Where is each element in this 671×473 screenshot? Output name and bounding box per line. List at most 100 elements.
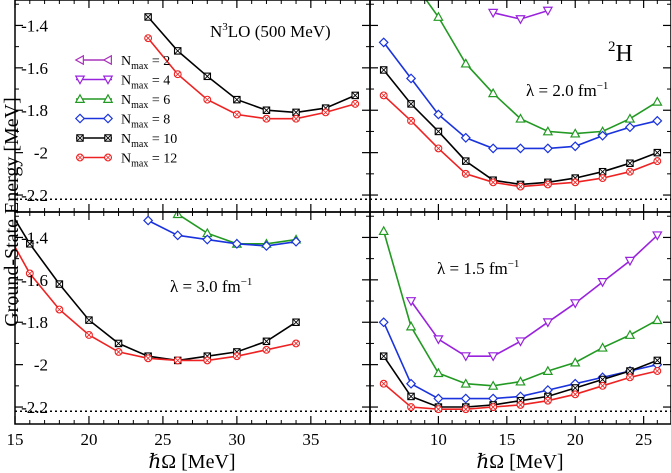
- point-nmax-6-bottom-right-2: [433, 367, 444, 378]
- point-nmax-10-top-left-2: [203, 72, 212, 81]
- point-nmax-8-bottom-left-5: [290, 236, 302, 247]
- point-nmax-12-bottom-right-10-cross: [654, 368, 660, 374]
- point-nmax-8-bottom-right-3: [460, 393, 471, 404]
- legend-label-nmax-12: Nmax = 12: [121, 152, 177, 170]
- xtick-label-bottom-left: 25: [154, 430, 171, 449]
- legend-label-n-nmax-4: N: [121, 74, 131, 89]
- panels-layer: -1.4 -1.6 -1.8 -2 -2.2 -1.4 -1.6 -1.8 -2 -2.2 15 20…: [7, 0, 671, 449]
- point-nmax-12-bottom-left-6: [173, 356, 182, 365]
- point-nmax-6-top-right-3: [487, 87, 499, 98]
- point-nmax-12-top-right-10-cross: [654, 158, 660, 164]
- point-nmax-10-top-right-10-cross: [653, 149, 661, 157]
- point-nmax-10-top-left-4-cross: [262, 106, 270, 114]
- legend-marker-right-nmax-10-cross: [104, 134, 112, 142]
- point-nmax-12-top-left-2-cross: [204, 96, 210, 103]
- point-nmax-12-top-right-4-cross: [490, 179, 496, 185]
- y-axis-title: Ground-State Energy [MeV]: [1, 97, 23, 327]
- series-line-nmax-10-top-left: [147, 16, 356, 114]
- point-nmax-10-bottom-right-0: [379, 352, 388, 360]
- point-nmax-10-top-left-0: [144, 13, 152, 21]
- point-nmax-12-bottom-right-1: [407, 403, 415, 411]
- point-nmax-12-top-right-8-cross: [599, 175, 606, 181]
- point-nmax-4-bottom-right-8: [624, 256, 636, 267]
- point-nmax-8-top-right-8: [597, 130, 608, 141]
- point-nmax-6-bottom-right-8: [597, 342, 608, 352]
- point-nmax-12-top-left-6-cross: [322, 109, 329, 116]
- point-nmax-10-bottom-left-4: [114, 339, 123, 348]
- point-nmax-12-bottom-left-8-cross: [234, 353, 240, 359]
- xtick-label-bottom-left: 35: [302, 430, 319, 449]
- legend-label-sub-nmax-10: max: [131, 139, 148, 150]
- legend-marker-left-nmax-2: [74, 54, 84, 66]
- point-nmax-6-top-right-6: [570, 128, 581, 138]
- point-nmax-6-top-right-8: [624, 113, 636, 123]
- legend-label-n-nmax-10: N: [121, 132, 131, 147]
- point-nmax-12-top-right-10: [653, 157, 662, 166]
- series-group-bottom-left: [15, 212, 302, 365]
- legend-item-nmax-12: Nmax = 12: [76, 152, 177, 170]
- point-nmax-12-top-right-7-cross: [572, 179, 578, 185]
- point-nmax-12-bottom-left-7: [203, 356, 212, 365]
- point-nmax-10-bottom-right-9-cross: [626, 367, 634, 375]
- point-nmax-10-bottom-right-8: [598, 375, 607, 384]
- point-nmax-10-bottom-left-1-cross: [26, 240, 34, 248]
- legend-label-value-nmax-4: = 4: [148, 74, 170, 89]
- point-nmax-12-bottom-left-3-cross: [86, 332, 92, 338]
- panel-top-right: [369, 0, 671, 213]
- point-nmax-10-top-right-3-cross: [462, 157, 470, 165]
- point-nmax-4-top-right-2: [542, 6, 554, 17]
- point-nmax-8-bottom-right-2: [433, 393, 444, 404]
- point-nmax-8-bottom-right-0: [378, 317, 389, 328]
- ytick-label-bottom-left: -1.8: [21, 313, 48, 332]
- series-line-nmax-4-bottom-right: [410, 234, 658, 358]
- point-nmax-10-bottom-left-2: [55, 280, 64, 288]
- legend-label-value-nmax-2: = 2: [148, 54, 170, 69]
- point-nmax-6-bottom-right-5: [515, 376, 526, 386]
- point-nmax-10-bottom-left-3-cross: [85, 316, 93, 324]
- point-nmax-12-top-right-0: [379, 91, 388, 100]
- xtick-label-bottom-left: 30: [228, 430, 245, 449]
- point-nmax-12-top-right-0-cross: [381, 92, 387, 99]
- legend-marker-left-nmax-10-cross: [76, 134, 84, 142]
- legend-label-nmax-4: Nmax = 4: [121, 74, 170, 92]
- point-nmax-10-bottom-left-9: [262, 337, 271, 346]
- legend-item-nmax-4: Nmax = 4: [74, 74, 170, 92]
- point-nmax-10-top-left-4: [262, 106, 271, 114]
- point-nmax-8-top-right-1: [405, 73, 417, 84]
- point-nmax-12-bottom-right-7-cross: [572, 391, 578, 397]
- point-nmax-8-top-right-4: [488, 143, 499, 154]
- point-nmax-12-top-right-2-cross: [435, 145, 442, 152]
- point-nmax-12-top-right-5: [516, 182, 525, 191]
- point-nmax-12-top-right-9-cross: [627, 169, 633, 175]
- point-nmax-12-top-left-3: [232, 110, 241, 119]
- legend-label-value-nmax-8: = 8: [148, 113, 170, 128]
- series-line-nmax-8-bottom-right: [382, 321, 658, 400]
- point-nmax-12-top-right-6: [543, 180, 552, 189]
- legend-marker-right-nmax-2: [102, 54, 112, 66]
- point-nmax-10-top-left-1-cross: [174, 47, 182, 55]
- point-nmax-12-top-right-3-cross: [463, 171, 469, 177]
- point-nmax-8-bottom-left-1: [172, 230, 183, 241]
- ytick-label-top-left: -1.4: [21, 16, 48, 35]
- xtick-label-bottom-right: 10: [430, 430, 447, 449]
- point-nmax-12-top-right-1: [407, 116, 415, 125]
- series-group-top-left: [144, 13, 360, 123]
- point-nmax-12-bottom-right-6-cross: [545, 398, 551, 404]
- legend-label-value-nmax-6: = 6: [148, 93, 170, 108]
- ytick-label-bottom-left: -2.2: [21, 398, 48, 417]
- panel-bottom-right: 10 15 20 25: [369, 211, 671, 449]
- point-nmax-8-bottom-left-3: [231, 238, 242, 249]
- point-nmax-12-top-left-5-cross: [293, 116, 299, 122]
- point-nmax-8-top-right-2: [433, 109, 444, 120]
- point-nmax-12-bottom-left-5: [144, 354, 153, 363]
- point-nmax-10-top-right-8-cross: [599, 168, 607, 176]
- xtick-label-bottom-right: 25: [635, 430, 652, 449]
- point-nmax-8-top-right-10: [652, 115, 663, 126]
- legend-marker-left-nmax-6: [74, 93, 86, 103]
- legend-label-nmax-8: Nmax = 8: [121, 113, 170, 131]
- point-nmax-12-bottom-right-5: [516, 400, 525, 409]
- legend-label-sub-nmax-4: max: [131, 81, 148, 92]
- point-nmax-12-top-left-0-cross: [145, 35, 151, 41]
- point-nmax-12-top-left-4: [262, 114, 271, 123]
